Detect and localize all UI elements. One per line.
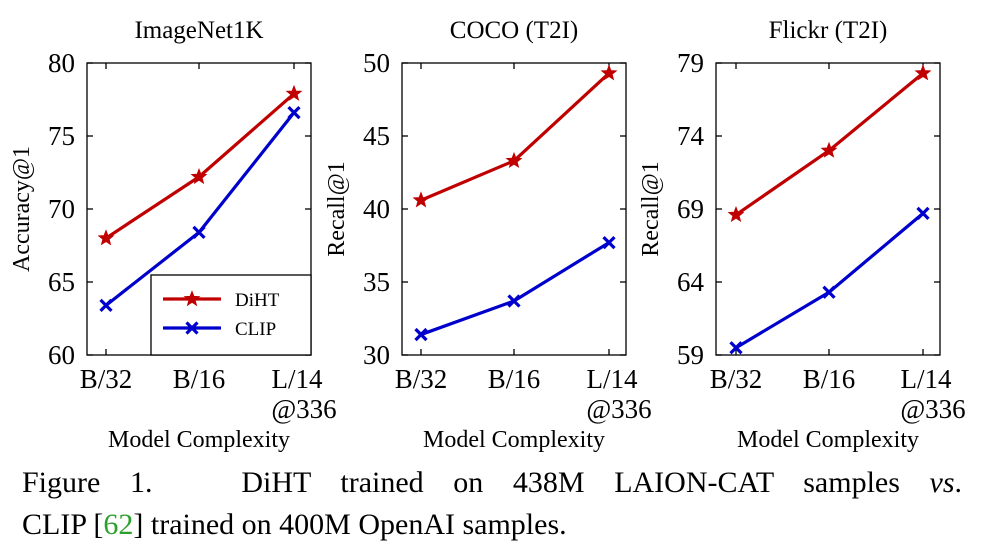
data-point-diht bbox=[820, 141, 838, 158]
legend-label: CLIP bbox=[235, 319, 276, 340]
legend-marker bbox=[185, 321, 199, 335]
chart-title: Flickr (T2I) bbox=[769, 17, 888, 44]
y-tick-label: 64 bbox=[677, 267, 705, 297]
y-tick-label: 59 bbox=[677, 340, 704, 370]
chart-panel-2: COCO (T2I) 30 35 40 45 50 B/32 B/16 L/14@336 Mode… bbox=[324, 17, 652, 453]
x-tick-label: B/16 bbox=[488, 364, 541, 394]
data-point-diht bbox=[412, 191, 430, 208]
x-tick-label: L/14 bbox=[587, 364, 638, 394]
y-tick-label: 60 bbox=[48, 340, 75, 370]
data-point-clip bbox=[192, 225, 206, 239]
data-point-diht bbox=[600, 64, 618, 81]
caption-text-1: DiHT trained on 438M LAION-CAT samples bbox=[241, 466, 900, 499]
plot-frame bbox=[715, 62, 941, 356]
x-axis-label: Model Complexity bbox=[423, 427, 605, 453]
y-tick-label: 69 bbox=[677, 194, 704, 224]
y-tick-label: 40 bbox=[363, 194, 390, 224]
chart-panel-3: Flickr (T2I) 59 64 69 74 79 B/32 B/16 L/14@336 Mo… bbox=[638, 17, 966, 453]
data-point-clip bbox=[602, 235, 616, 250]
caption-vs: vs bbox=[929, 466, 955, 499]
data-point-diht bbox=[97, 229, 115, 246]
x-tick-label: @336 bbox=[271, 394, 336, 424]
x-tick-label: B/32 bbox=[80, 364, 133, 394]
data-point-clip bbox=[507, 294, 521, 308]
data-point-clip bbox=[414, 327, 428, 342]
y-tick-label: 30 bbox=[363, 340, 390, 370]
data-point-diht bbox=[505, 151, 523, 169]
y-tick-label: 74 bbox=[677, 121, 705, 151]
series-line-diht bbox=[420, 72, 611, 202]
legend: DiHT CLIP bbox=[150, 274, 312, 356]
x-axis-label: Model Complexity bbox=[108, 427, 290, 453]
y-tick-label: 45 bbox=[363, 121, 390, 151]
data-point-diht bbox=[914, 64, 932, 81]
y-tick-label: 35 bbox=[363, 267, 390, 297]
caption-period: . bbox=[954, 466, 963, 499]
data-point-clip bbox=[729, 341, 743, 355]
data-point-clip bbox=[916, 206, 930, 221]
x-axis-label: Model Complexity bbox=[737, 427, 919, 453]
y-tick-label: 65 bbox=[48, 267, 75, 297]
y-axis-label: Recall@1 bbox=[638, 161, 664, 256]
data-point-diht bbox=[285, 84, 303, 101]
y-tick-label: 80 bbox=[48, 48, 75, 78]
data-point-clip bbox=[287, 106, 301, 120]
plot-frame bbox=[401, 62, 627, 356]
data-point-clip bbox=[822, 285, 836, 299]
x-tick-label: B/16 bbox=[173, 364, 226, 394]
caption-text-2a: CLIP [ bbox=[22, 508, 104, 541]
series-line-clip bbox=[420, 241, 610, 337]
x-tick-label: B/16 bbox=[803, 364, 856, 394]
chart-title: COCO (T2I) bbox=[450, 17, 578, 44]
figure-caption: Figure 1. DiHT trained on 438M LAION-CAT… bbox=[22, 462, 962, 546]
x-tick-label: L/14 bbox=[901, 364, 952, 394]
data-point-diht bbox=[190, 167, 208, 185]
x-tick-label: L/14 bbox=[272, 364, 323, 394]
caption-label: Figure 1. bbox=[22, 466, 153, 499]
x-tick-label: B/32 bbox=[395, 364, 448, 394]
x-tick-label: B/32 bbox=[710, 364, 763, 394]
caption-text-2b: ] trained on 400M OpenAI samples. bbox=[133, 508, 567, 541]
data-point-diht bbox=[727, 205, 745, 223]
series-line-diht bbox=[105, 92, 296, 240]
legend-label: DiHT bbox=[235, 290, 280, 311]
y-axis-label: Accuracy@1 bbox=[9, 146, 35, 272]
data-point-clip bbox=[99, 298, 113, 312]
y-axis-label: Recall@1 bbox=[324, 161, 350, 256]
y-tick-label: 75 bbox=[48, 121, 75, 151]
chart-panel-1: ImageNet1K 60 65 70 75 80 B/32 B/16 L/14@336 Mode… bbox=[9, 17, 337, 453]
y-tick-label: 50 bbox=[363, 48, 390, 78]
y-tick-label: 70 bbox=[48, 194, 75, 224]
legend-box bbox=[150, 274, 312, 356]
y-tick-label: 79 bbox=[677, 48, 704, 78]
series-line-clip bbox=[735, 212, 925, 350]
legend-marker bbox=[183, 290, 201, 307]
x-tick-label: @336 bbox=[586, 394, 651, 424]
x-tick-label: @336 bbox=[900, 394, 965, 424]
chart-title: ImageNet1K bbox=[134, 17, 263, 44]
caption-citation-link[interactable]: 62 bbox=[103, 508, 134, 541]
